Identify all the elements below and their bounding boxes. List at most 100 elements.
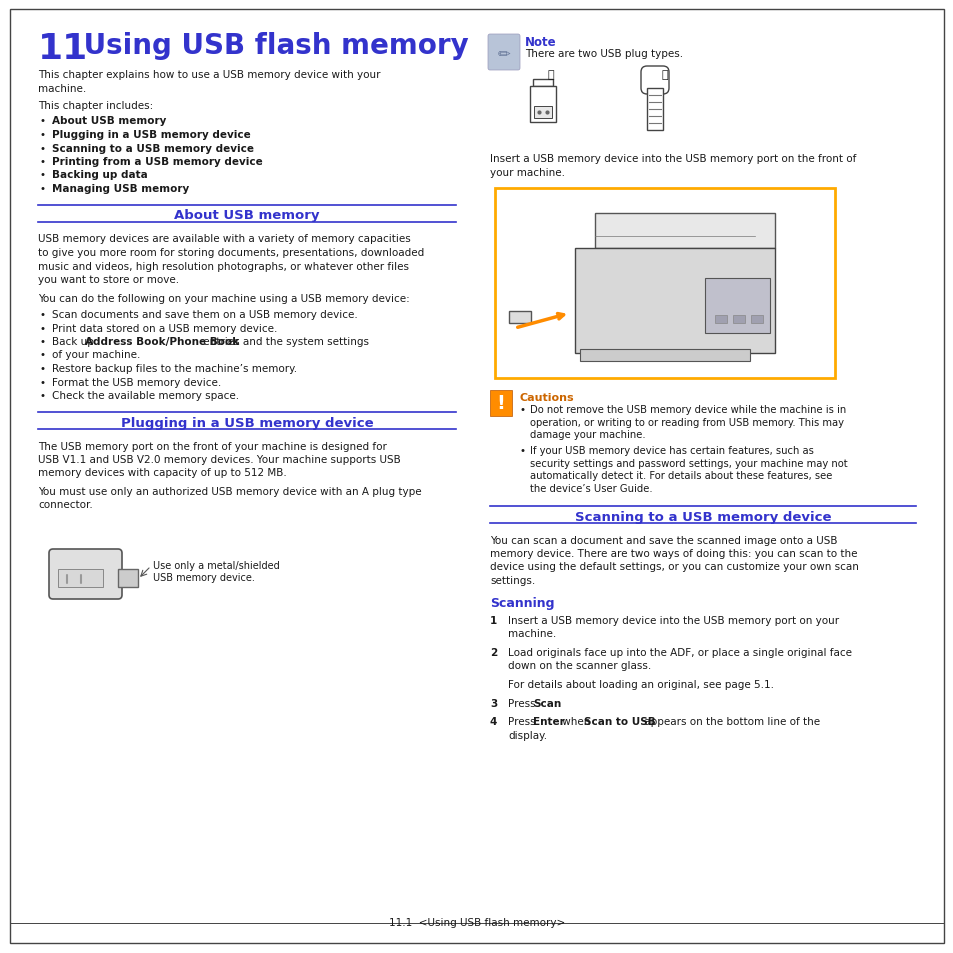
Bar [490, 391, 512, 416]
Text: •: • [519, 446, 525, 456]
Bar [534, 107, 552, 119]
Text: 3: 3 [490, 699, 497, 708]
Text: Insert a USB memory device into the USB memory port on the front of: Insert a USB memory device into the USB … [490, 153, 856, 164]
Text: •: • [40, 130, 46, 140]
Text: !: ! [497, 394, 505, 413]
Text: Printing from a USB memory device: Printing from a USB memory device [52, 157, 262, 167]
Text: This chapter explains how to use a USB memory device with your: This chapter explains how to use a USB m… [38, 70, 380, 80]
Text: ✏: ✏ [497, 47, 510, 62]
Text: •: • [40, 171, 46, 180]
Text: You must use only an authorized USB memory device with an A plug type: You must use only an authorized USB memo… [38, 486, 421, 497]
Text: Scan: Scan [533, 699, 561, 708]
Bar [595, 213, 774, 249]
Text: down on the scanner glass.: down on the scanner glass. [507, 660, 651, 670]
Text: 2: 2 [490, 647, 497, 657]
Text: •: • [40, 364, 46, 374]
FancyBboxPatch shape [49, 550, 122, 599]
Text: Ⓐ: Ⓐ [547, 70, 554, 80]
Text: Scanning: Scanning [490, 597, 554, 610]
Text: This chapter includes:: This chapter includes: [38, 101, 153, 111]
Text: Format the USB memory device.: Format the USB memory device. [52, 377, 221, 387]
Text: Print data stored on a USB memory device.: Print data stored on a USB memory device… [52, 323, 277, 334]
Text: .: . [554, 699, 557, 708]
Text: music and videos, high resolution photographs, or whatever other files: music and videos, high resolution photog… [38, 261, 409, 272]
Text: device using the default settings, or you can customize your own scan: device using the default settings, or yo… [490, 562, 858, 572]
Bar [495, 189, 834, 378]
Text: Using USB flash memory: Using USB flash memory [74, 32, 468, 60]
Text: For details about loading an original, see page 5.1.: For details about loading an original, s… [507, 679, 773, 690]
Text: Scan to USB: Scan to USB [584, 717, 656, 727]
Text: the device’s User Guide.: the device’s User Guide. [530, 483, 652, 494]
Text: damage your machine.: damage your machine. [530, 430, 645, 439]
Bar [118, 569, 138, 587]
Bar [530, 87, 556, 123]
Text: Scanning to a USB memory device: Scanning to a USB memory device [574, 510, 830, 523]
Text: Enter: Enter [533, 717, 565, 727]
Text: settings.: settings. [490, 576, 535, 585]
Text: USB memory device.: USB memory device. [152, 573, 254, 582]
Text: •: • [40, 116, 46, 127]
Text: Scan documents and save them on a USB memory device.: Scan documents and save them on a USB me… [52, 310, 357, 319]
Text: •: • [40, 350, 46, 360]
Bar [58, 569, 103, 587]
Text: Press: Press [507, 717, 538, 727]
Text: connector.: connector. [38, 500, 92, 510]
Text: •: • [40, 377, 46, 387]
Text: 4: 4 [490, 717, 497, 727]
Text: appears on the bottom line of the: appears on the bottom line of the [639, 717, 819, 727]
Text: operation, or writing to or reading from USB memory. This may: operation, or writing to or reading from… [530, 417, 843, 427]
Text: Cautions: Cautions [519, 393, 574, 402]
Text: Press: Press [507, 699, 538, 708]
Text: If your USB memory device has certain features, such as: If your USB memory device has certain fe… [530, 446, 813, 456]
Text: of your machine.: of your machine. [52, 350, 140, 360]
Text: The USB memory port on the front of your machine is designed for: The USB memory port on the front of your… [38, 441, 387, 451]
Text: •: • [40, 336, 46, 347]
Bar [704, 278, 769, 334]
Text: Ⓑ: Ⓑ [661, 70, 668, 80]
Text: machine.: machine. [507, 628, 556, 639]
Bar [509, 312, 531, 324]
Text: Do not remove the USB memory device while the machine is in: Do not remove the USB memory device whil… [530, 405, 845, 415]
Bar [646, 89, 662, 131]
Text: About USB memory: About USB memory [52, 116, 166, 127]
Text: •: • [40, 184, 46, 193]
Text: Plugging in a USB memory device: Plugging in a USB memory device [52, 130, 251, 140]
Text: 1: 1 [490, 615, 497, 625]
Text: Insert a USB memory device into the USB memory port on your: Insert a USB memory device into the USB … [507, 615, 839, 625]
Text: memory device. There are two ways of doing this: you can scan to the: memory device. There are two ways of doi… [490, 548, 857, 558]
Text: USB memory devices are available with a variety of memory capacities: USB memory devices are available with a … [38, 234, 411, 244]
FancyBboxPatch shape [640, 67, 668, 95]
Text: Managing USB memory: Managing USB memory [52, 184, 189, 193]
Text: Plugging in a USB memory device: Plugging in a USB memory device [121, 416, 373, 429]
Text: to give you more room for storing documents, presentations, downloaded: to give you more room for storing docume… [38, 248, 424, 257]
Text: Check the available memory space.: Check the available memory space. [52, 391, 239, 400]
Text: •: • [40, 157, 46, 167]
Text: There are two USB plug types.: There are two USB plug types. [524, 49, 682, 59]
Text: Load originals face up into the ADF, or place a single original face: Load originals face up into the ADF, or … [507, 647, 851, 657]
Bar [714, 315, 726, 324]
Text: machine.: machine. [38, 84, 86, 93]
Text: •: • [519, 405, 525, 415]
Text: 11.1  <Using USB flash memory>: 11.1 <Using USB flash memory> [389, 917, 564, 927]
Text: You can do the following on your machine using a USB memory device:: You can do the following on your machine… [38, 294, 410, 303]
Text: display.: display. [507, 730, 547, 740]
Text: Backing up data: Backing up data [52, 171, 148, 180]
Text: entries and the system settings: entries and the system settings [200, 336, 369, 347]
Text: •: • [40, 310, 46, 319]
FancyBboxPatch shape [488, 35, 519, 71]
Bar [579, 350, 749, 361]
Text: 11: 11 [38, 32, 89, 66]
Text: when: when [558, 717, 593, 727]
Bar [750, 315, 762, 324]
Text: Use only a metal/shielded: Use only a metal/shielded [152, 560, 279, 571]
Text: memory devices with capacity of up to 512 MB.: memory devices with capacity of up to 51… [38, 468, 287, 478]
Bar [575, 249, 774, 354]
Text: •: • [40, 143, 46, 153]
Text: About USB memory: About USB memory [174, 210, 319, 222]
Text: automatically detect it. For details about these features, see: automatically detect it. For details abo… [530, 471, 832, 481]
Text: Restore backup files to the machine’s memory.: Restore backup files to the machine’s me… [52, 364, 296, 374]
Text: Back up: Back up [52, 336, 97, 347]
Text: security settings and password settings, your machine may not: security settings and password settings,… [530, 458, 846, 469]
Bar [732, 315, 744, 324]
Text: Address Book/Phone Book: Address Book/Phone Book [86, 336, 239, 347]
